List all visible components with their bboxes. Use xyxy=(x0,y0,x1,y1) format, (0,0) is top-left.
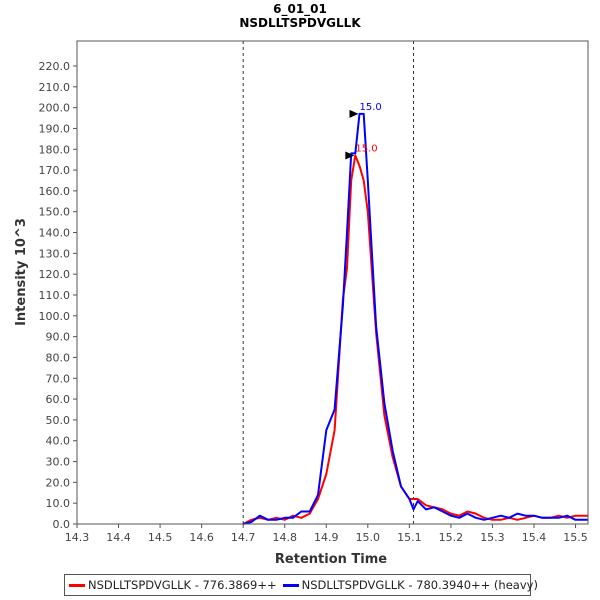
y-tick-label: 100.0 xyxy=(39,310,71,323)
legend-label-heavy: NSDLLTSPDVGLLK - 780.3940++ (heavy) xyxy=(301,578,538,592)
chart-subtitle: NSDLLTSPDVGLLK xyxy=(239,16,361,30)
x-tick-label: 15.4 xyxy=(522,531,547,544)
y-tick-label: 10.0 xyxy=(46,497,71,510)
x-tick-label: 14.4 xyxy=(106,531,131,544)
y-tick-label: 60.0 xyxy=(46,393,71,406)
series-line-light xyxy=(242,154,588,525)
legend-swatch-light xyxy=(69,583,85,587)
x-tick-label: 14.8 xyxy=(272,531,297,544)
legend-label-light: NSDLLTSPDVGLLK - 776.3869++ xyxy=(88,578,277,592)
x-tick-label: 14.6 xyxy=(189,531,214,544)
y-tick-label: 210.0 xyxy=(39,81,71,94)
y-tick-label: 170.0 xyxy=(39,164,71,177)
x-tick-label: 14.3 xyxy=(65,531,90,544)
legend-entry-light: NSDLLTSPDVGLLK - 776.3869++ xyxy=(69,578,277,592)
series-layer xyxy=(242,112,588,525)
x-tick-label: 15.1 xyxy=(397,531,422,544)
y-tick-label: 180.0 xyxy=(39,143,71,156)
x-tick-label: 14.5 xyxy=(148,531,173,544)
chart-title: 6_01_01 xyxy=(273,2,327,17)
y-tick-label: 20.0 xyxy=(46,476,71,489)
series-line-heavy xyxy=(242,112,588,525)
y-tick-label: 90.0 xyxy=(46,331,71,344)
y-tick-label: 150.0 xyxy=(39,206,71,219)
y-tick-label: 160.0 xyxy=(39,185,71,198)
y-tick-label: 70.0 xyxy=(46,372,71,385)
x-tick-label: 15.3 xyxy=(480,531,505,544)
peak-marker xyxy=(349,109,359,118)
y-tick-label: 50.0 xyxy=(46,414,71,427)
x-axis-label: Retention Time xyxy=(275,552,387,567)
legend: NSDLLTSPDVGLLK - 776.3869++ NSDLLTSPDVGL… xyxy=(64,574,538,596)
y-tick-label: 0.0 xyxy=(53,518,71,531)
y-tick-label: 40.0 xyxy=(46,435,71,448)
x-tick-label: 15.5 xyxy=(563,531,588,544)
y-tick-label: 110.0 xyxy=(39,289,71,302)
y-tick-label: 200.0 xyxy=(39,102,71,115)
peak-marker xyxy=(345,151,355,160)
y-tick-label: 130.0 xyxy=(39,247,71,260)
x-tick-label: 15.0 xyxy=(356,531,381,544)
x-tick-label: 15.2 xyxy=(439,531,464,544)
y-tick-label: 80.0 xyxy=(46,351,71,364)
peak-label-light: 15.0 xyxy=(355,144,377,155)
y-tick-label: 30.0 xyxy=(46,456,71,469)
plot-frame xyxy=(76,40,589,525)
y-tick-label: 190.0 xyxy=(39,122,71,135)
legend-swatch-heavy xyxy=(282,583,299,587)
y-tick-label: 120.0 xyxy=(39,268,71,281)
grid-layer xyxy=(242,41,415,524)
peak-label-heavy: 15.0 xyxy=(360,102,382,113)
legend-entry-heavy: NSDLLTSPDVGLLK - 780.3940++ (heavy) xyxy=(282,578,538,592)
axis-layer: 0.0 10.0 20.0 30.0 40.0 50.0 60.0 70.0 80.0 90.0 1… xyxy=(39,60,588,544)
label-layer: 15.0 15.0 xyxy=(345,102,382,160)
y-tick-label: 140.0 xyxy=(39,227,71,240)
x-tick-label: 14.7 xyxy=(231,531,256,544)
y-axis-label: Intensity 10^3 xyxy=(14,218,29,326)
y-tick-label: 220.0 xyxy=(39,60,71,73)
x-tick-label: 14.9 xyxy=(314,531,339,544)
